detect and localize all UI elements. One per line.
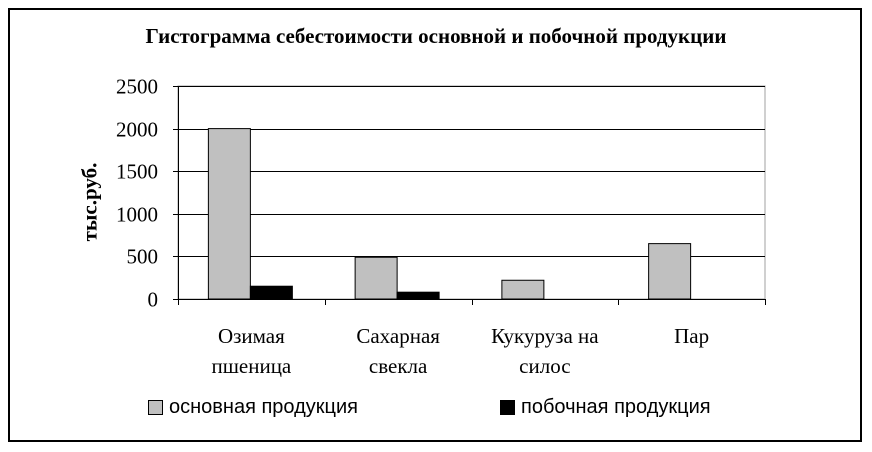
- bar-side: [249, 285, 293, 300]
- x-tick-label: Озимая: [218, 324, 285, 348]
- y-tick-label: 2000: [116, 118, 158, 142]
- bar-main: [501, 279, 545, 300]
- x-tick-label: Кукуруза на: [491, 324, 599, 348]
- legend-swatch-side: [500, 400, 515, 415]
- legend-label-side: побочная продукция: [521, 396, 711, 418]
- bar-main: [354, 256, 398, 300]
- x-tick-label: Сахарная: [356, 324, 440, 348]
- x-tick-label: пшеница: [211, 354, 291, 378]
- x-tick-label: свекла: [369, 354, 428, 378]
- y-tick-label: 0: [148, 288, 159, 312]
- chart-title: Гистограмма себестоимости основной и поб…: [145, 24, 727, 48]
- x-tick-label: Пар: [674, 324, 709, 348]
- y-tick-label: 2500: [116, 75, 158, 99]
- legend-label-main: основная продукция: [169, 396, 358, 418]
- chart-legend: основная продукция побочная продукция: [0, 396, 872, 424]
- chart-frame: [8, 8, 862, 442]
- legend-item-main: основная продукция: [148, 396, 358, 419]
- legend-swatch-main: [148, 400, 163, 415]
- y-tick-label: 1500: [116, 160, 158, 184]
- bar-main: [207, 128, 251, 300]
- x-tick-label: силос: [519, 354, 570, 378]
- bar-side: [396, 291, 440, 300]
- legend-item-side: побочная продукция: [500, 396, 711, 419]
- y-tick-label: 1000: [116, 203, 158, 227]
- bar-main: [648, 243, 692, 300]
- y-tick-label: 500: [127, 245, 159, 269]
